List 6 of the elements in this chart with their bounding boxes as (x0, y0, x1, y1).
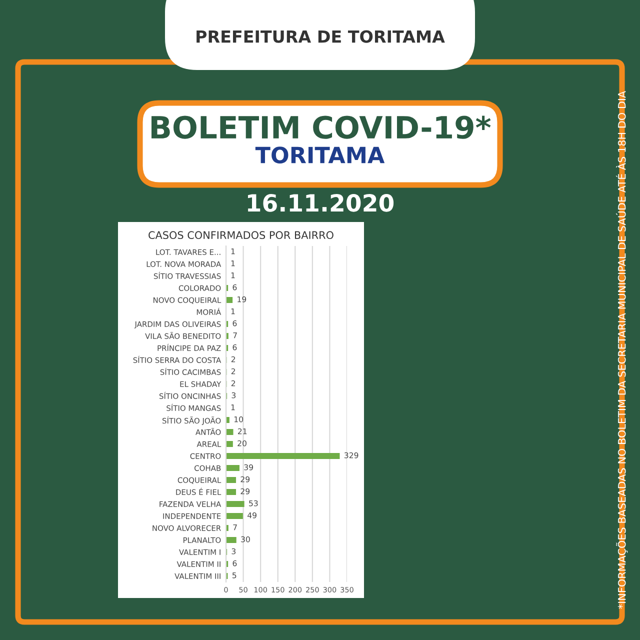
chart-title: CASOS CONFIRMADOS POR BAIRRO (148, 231, 334, 240)
text: TORITAMA (255, 146, 385, 164)
text: *INFORMAÇÕES BASEADAS NO BOLETIM DA SECRETARIA MUNICIPAL DE SAÚDE ATÉ ÀS 18H DO DIA (616, 90, 628, 609)
text: BOLETIM COVID-19* (152, 116, 491, 139)
text: 16.11.2020 (248, 194, 394, 212)
text: PREFEITURA DE TORITAMA (196, 30, 445, 43)
